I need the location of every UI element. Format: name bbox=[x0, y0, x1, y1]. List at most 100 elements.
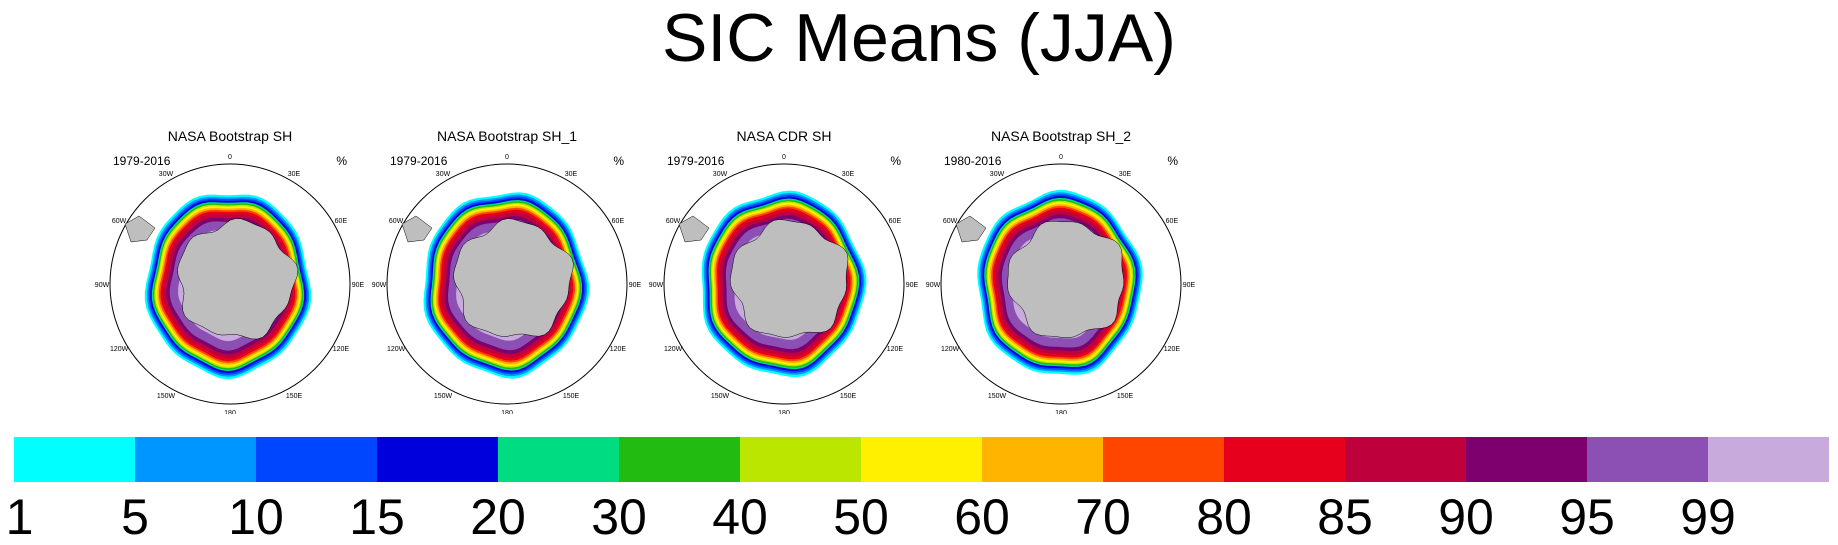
longitude-label: 30W bbox=[159, 171, 174, 178]
longitude-label: 90E bbox=[906, 282, 919, 289]
colorbar-tick-label: 90 bbox=[1438, 489, 1494, 545]
longitude-label: 150E bbox=[1117, 393, 1134, 400]
longitude-label: 30W bbox=[713, 171, 728, 178]
map-panel-1: 0 30E 60E 90E 120E 150E 180 150W 120W 90W 60W 30W NA… bbox=[95, 124, 365, 414]
longitude-label: 90E bbox=[629, 282, 642, 289]
colorbar-swatch bbox=[256, 437, 377, 482]
colorbar-swatch bbox=[377, 437, 498, 482]
panel-period: 1979-2016 bbox=[390, 154, 448, 168]
colorbar-swatch bbox=[740, 437, 861, 482]
colorbar-tick-label: 60 bbox=[954, 489, 1010, 545]
colorbar-swatch bbox=[1224, 437, 1345, 482]
panel-title: NASA Bootstrap SH bbox=[167, 128, 293, 144]
colorbar-swatch bbox=[1587, 437, 1708, 482]
antarctica-land bbox=[1007, 220, 1125, 339]
longitude-label: 120E bbox=[887, 346, 904, 353]
colorbar-swatch bbox=[982, 437, 1103, 482]
colorbar-tick-label: 50 bbox=[833, 489, 889, 545]
colorbar-swatch bbox=[1103, 437, 1224, 482]
longitude-label: 30E bbox=[842, 171, 855, 178]
longitude-label: 150E bbox=[563, 393, 580, 400]
longitude-label: 0 bbox=[228, 154, 232, 161]
panel-title: NASA Bootstrap SH_2 bbox=[990, 128, 1132, 144]
longitude-label: 60E bbox=[335, 218, 348, 225]
longitude-label: 90E bbox=[352, 282, 365, 289]
longitude-label: 120W bbox=[941, 346, 960, 353]
colorbar-swatch bbox=[135, 437, 256, 482]
longitude-label: 150E bbox=[840, 393, 857, 400]
longitude-label: 90W bbox=[372, 282, 387, 289]
longitude-label: 120E bbox=[610, 346, 627, 353]
longitude-label: 180 bbox=[224, 410, 236, 414]
longitude-label: 30W bbox=[436, 171, 451, 178]
colorbar-swatch bbox=[619, 437, 740, 482]
longitude-label: 180 bbox=[778, 410, 790, 414]
longitude-label: 60W bbox=[112, 218, 127, 225]
polar-map: 0 30E 60E 90E 120E 150E 180 150W 120W 90W 60W 30W bbox=[372, 154, 642, 414]
longitude-label: 120W bbox=[387, 346, 406, 353]
longitude-label: 120E bbox=[1164, 346, 1181, 353]
longitude-label: 120W bbox=[664, 346, 683, 353]
colorbar-swatch bbox=[14, 437, 135, 482]
colorbar-swatch bbox=[861, 437, 982, 482]
longitude-label: 0 bbox=[782, 154, 786, 161]
panel-period: 1979-2016 bbox=[113, 154, 171, 168]
polar-map: 0 30E 60E 90E 120E 150E 180 150W 120W 90W 60W 30W bbox=[649, 154, 919, 414]
south-america-land bbox=[124, 215, 156, 243]
colorbar-swatch bbox=[1466, 437, 1587, 482]
colorbar-tick-label: 5 bbox=[121, 489, 149, 545]
longitude-label: 60W bbox=[666, 218, 681, 225]
colorbar-tick-label: 1 bbox=[5, 489, 34, 545]
longitude-label: 30E bbox=[565, 171, 578, 178]
polar-map: 0 30E 60E 90E 120E 150E 180 150W 120W 90W 60W 30W bbox=[926, 154, 1196, 414]
colorbar bbox=[14, 437, 1829, 482]
longitude-label: 30W bbox=[990, 171, 1005, 178]
colorbar-swatch bbox=[1708, 437, 1829, 482]
colorbar-tick-label: 70 bbox=[1075, 489, 1131, 545]
panel-unit: % bbox=[613, 154, 624, 168]
panel-period: 1980-2016 bbox=[944, 154, 1002, 168]
map-panel-4: 0 30E 60E 90E 120E 150E 180 150W 120W 90W 60W 30W NA… bbox=[926, 124, 1196, 414]
panel-title: NASA Bootstrap SH_1 bbox=[436, 128, 578, 144]
longitude-label: 30E bbox=[288, 171, 301, 178]
panel-unit: % bbox=[336, 154, 347, 168]
longitude-label: 180 bbox=[501, 410, 513, 414]
south-america-land bbox=[955, 215, 987, 243]
map-panel-2: 0 30E 60E 90E 120E 150E 180 150W 120W 90W 60W 30W NA… bbox=[372, 124, 642, 414]
colorbar-tick-label: 10 bbox=[228, 489, 284, 545]
longitude-label: 60W bbox=[389, 218, 404, 225]
longitude-label: 150W bbox=[157, 393, 176, 400]
colorbar-tick-label: 95 bbox=[1559, 489, 1615, 545]
figure-title: SIC Means (JJA) bbox=[662, 0, 1176, 76]
panel-unit: % bbox=[1167, 154, 1178, 168]
longitude-label: 90W bbox=[926, 282, 941, 289]
polar-map: 0 30E 60E 90E 120E 150E 180 150W 120W 90W 60W 30W bbox=[95, 154, 365, 414]
colorbar-tick-label: 85 bbox=[1317, 489, 1373, 545]
longitude-label: 30E bbox=[1119, 171, 1132, 178]
longitude-label: 180 bbox=[1055, 410, 1067, 414]
longitude-label: 60E bbox=[1166, 218, 1179, 225]
longitude-label: 120W bbox=[110, 346, 129, 353]
colorbar-swatch bbox=[498, 437, 619, 482]
longitude-label: 150E bbox=[286, 393, 303, 400]
longitude-label: 60E bbox=[889, 218, 902, 225]
colorbar-tick-label: 20 bbox=[470, 489, 526, 545]
panel-unit: % bbox=[890, 154, 901, 168]
panel-title: NASA CDR SH bbox=[736, 128, 832, 144]
colorbar-swatch bbox=[1345, 437, 1466, 482]
map-panel-3: 0 30E 60E 90E 120E 150E 180 150W 120W 90W 60W 30W NA… bbox=[649, 124, 919, 414]
antarctica-land bbox=[177, 218, 299, 340]
longitude-label: 150W bbox=[988, 393, 1007, 400]
longitude-label: 90W bbox=[649, 282, 664, 289]
colorbar-tick-label: 99 bbox=[1680, 489, 1736, 545]
longitude-label: 90W bbox=[95, 282, 110, 289]
longitude-label: 0 bbox=[505, 154, 509, 161]
south-america-land bbox=[678, 215, 710, 243]
colorbar-tick-label: 80 bbox=[1196, 489, 1252, 545]
longitude-label: 90E bbox=[1183, 282, 1196, 289]
longitude-label: 60E bbox=[612, 218, 625, 225]
colorbar-tick-label: 15 bbox=[349, 489, 405, 545]
antarctica-land bbox=[729, 219, 849, 338]
south-america-land bbox=[401, 215, 433, 243]
longitude-label: 60W bbox=[943, 218, 958, 225]
